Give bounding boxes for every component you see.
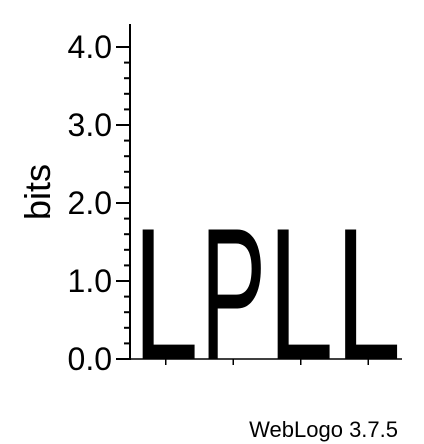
y-axis-title: bits <box>17 164 58 220</box>
weblogo-version-label: WebLogo 3.7.5 <box>249 417 398 442</box>
logo-letter-l: L <box>268 190 333 400</box>
logo-letter-p: P <box>201 188 266 399</box>
y-axis <box>129 24 402 360</box>
logo-letter-l: L <box>133 190 198 400</box>
logo-letter-l: L <box>336 190 401 400</box>
y-tick-label: 2.0 <box>68 185 112 221</box>
x-axis-ticks <box>165 359 369 365</box>
y-tick-label: 1.0 <box>68 263 112 299</box>
y-tick-label: 0.0 <box>68 341 112 377</box>
y-axis-tick-labels: 0.0 1.0 2.0 3.0 4.0 <box>68 29 112 377</box>
y-axis-ticks <box>116 46 130 360</box>
y-tick-label: 3.0 <box>68 107 112 143</box>
y-tick-label: 4.0 <box>68 29 112 65</box>
